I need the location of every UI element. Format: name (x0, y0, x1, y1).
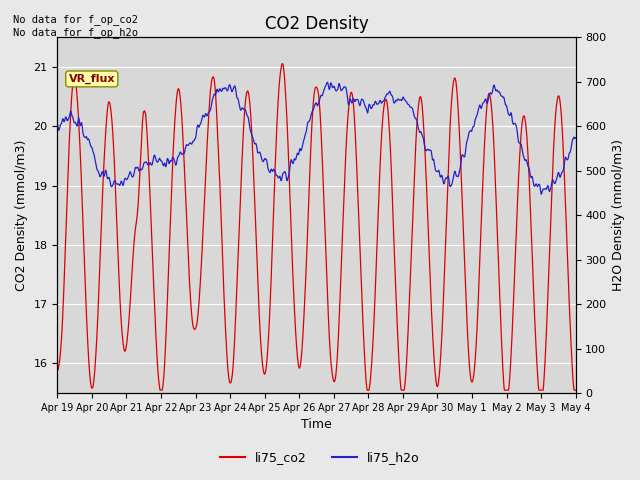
li75_co2 (349, 97, 357, 103)
Text: No data for f_op_co2
No data for f_op_h2o: No data for f_op_co2 No data for f_op_h2… (13, 14, 138, 38)
li75_co2 (115, 265, 122, 271)
li75_h2o (115, 181, 122, 187)
li75_co2 (278, 61, 286, 67)
li75_h2o (54, 121, 61, 127)
li75_h2o (572, 135, 579, 141)
li75_co2 (294, 360, 302, 365)
li75_co2 (572, 387, 579, 393)
Legend: li75_co2, li75_h2o: li75_co2, li75_h2o (215, 446, 425, 469)
li75_h2o (349, 98, 356, 104)
Y-axis label: CO2 Density (mmol/m3): CO2 Density (mmol/m3) (15, 140, 28, 291)
Y-axis label: H2O Density (mmol/m3): H2O Density (mmol/m3) (612, 139, 625, 291)
li75_h2o (538, 191, 545, 197)
li75_co2 (54, 368, 61, 373)
li75_h2o (324, 79, 332, 85)
li75_h2o (284, 175, 292, 180)
Text: VR_flux: VR_flux (68, 74, 115, 84)
li75_co2 (274, 108, 282, 113)
X-axis label: Time: Time (301, 419, 332, 432)
li75_co2 (156, 387, 164, 393)
li75_h2o (93, 168, 101, 173)
li75_h2o (273, 173, 281, 179)
li75_co2 (93, 321, 101, 326)
Line: li75_co2: li75_co2 (58, 64, 575, 390)
Line: li75_h2o: li75_h2o (58, 82, 575, 194)
Title: CO2 Density: CO2 Density (264, 15, 369, 33)
li75_h2o (294, 150, 301, 156)
li75_co2 (285, 159, 292, 165)
